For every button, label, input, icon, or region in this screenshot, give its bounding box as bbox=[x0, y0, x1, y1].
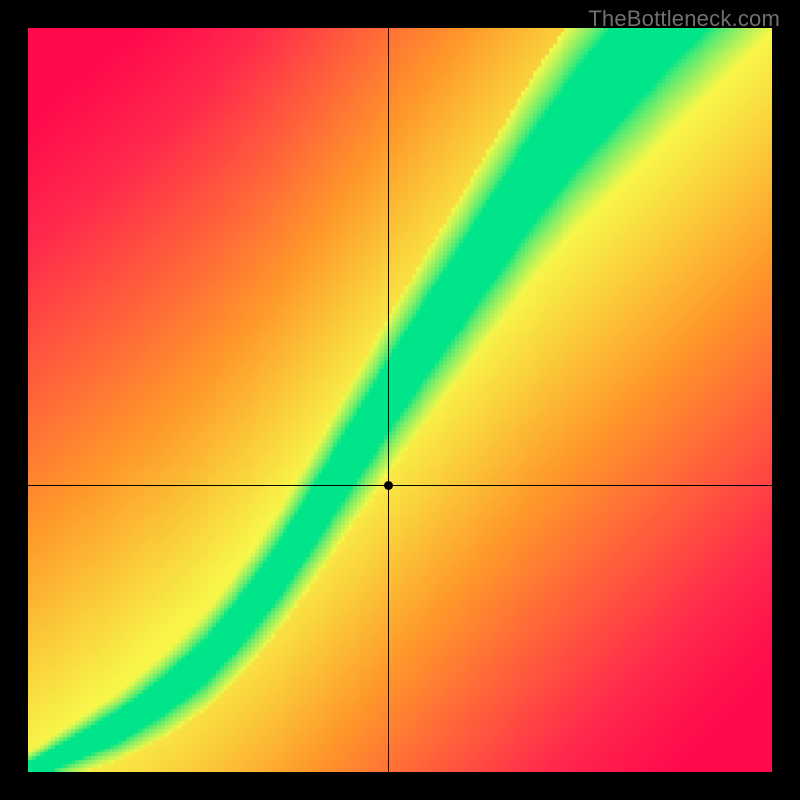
watermark-text: TheBottleneck.com bbox=[588, 6, 780, 32]
plot-area bbox=[28, 28, 772, 772]
figure-frame: TheBottleneck.com bbox=[0, 0, 800, 800]
bottleneck-heatmap bbox=[28, 28, 772, 772]
crosshair-horizontal bbox=[28, 485, 772, 486]
crosshair-vertical bbox=[388, 28, 389, 772]
